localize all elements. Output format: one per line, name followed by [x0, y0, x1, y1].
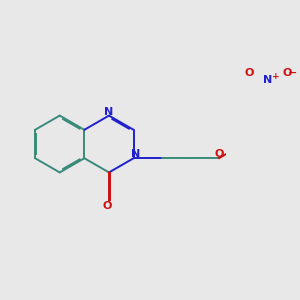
Text: O: O — [282, 68, 291, 78]
Text: N: N — [131, 149, 140, 160]
Text: O: O — [103, 201, 112, 211]
Text: −: − — [288, 68, 297, 78]
Text: O: O — [245, 68, 254, 78]
Text: O: O — [214, 149, 224, 159]
Text: N: N — [104, 107, 114, 117]
Text: +: + — [272, 72, 279, 81]
Text: N: N — [263, 75, 273, 85]
